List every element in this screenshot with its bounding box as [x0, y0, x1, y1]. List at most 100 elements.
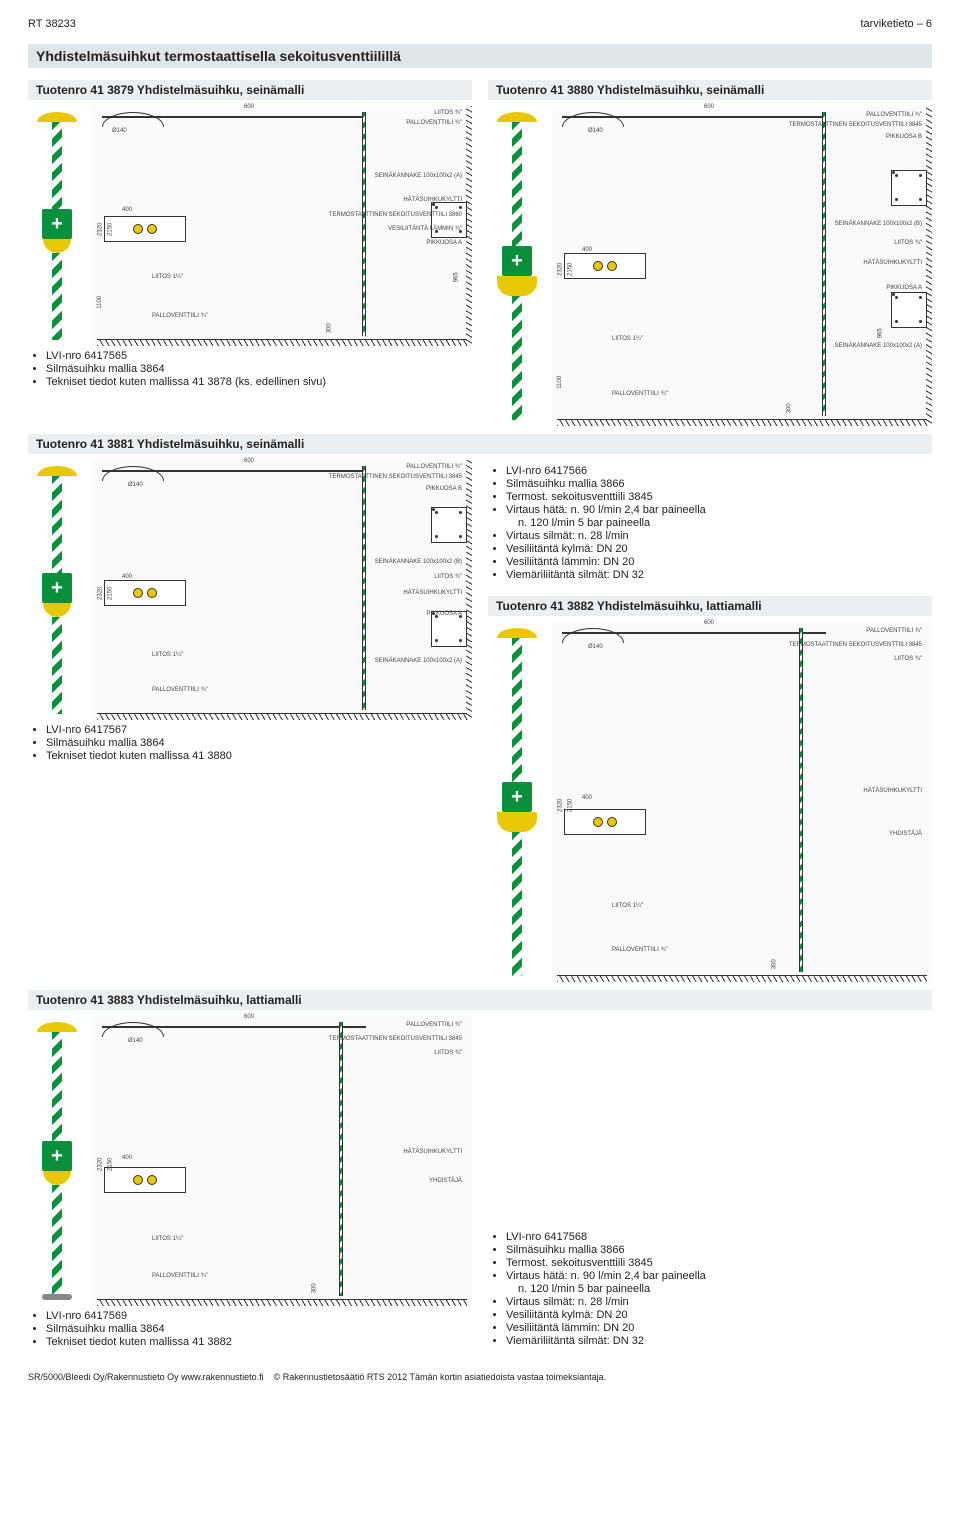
lbl-pallov-top: PALLOVENTTIILI ¾": [866, 112, 922, 119]
lbl-h4: 300: [312, 1284, 319, 1294]
figure-3883: 600 PALLOVENTTIILI ¾" TERMOSTAATTINEN SE…: [28, 1016, 472, 1306]
lbl-h5: 965: [878, 328, 885, 338]
list-item: LVI-nro 6417568: [506, 1231, 932, 1243]
list-item: LVI-nro 6417566: [506, 465, 932, 477]
list-item: Silmäsuihku mallia 3864: [46, 363, 472, 375]
lbl-topdim: 600: [704, 620, 714, 627]
list-item: Virtaus silmät: n. 28 l/min: [506, 530, 932, 542]
lbl-h3: 1100: [557, 376, 564, 389]
list-item: Virtaus hätä: n. 90 l/min 2,4 bar painee…: [506, 504, 932, 529]
schematic-3880: 600 PALLOVENTTIILI ¾" TERMOSTAATTINEN SE…: [552, 106, 932, 426]
col-3880: Tuotenro 41 3880 Yhdistelmäsuihku, seinä…: [488, 76, 932, 430]
shower-head-icon: [497, 628, 537, 638]
lbl-boxdim: 400: [582, 247, 592, 254]
pipe-icon: [512, 122, 522, 246]
lbl-liitos-mid: LIITOS 1¼": [152, 652, 183, 659]
lbl-dia: Ø140: [588, 128, 603, 135]
lbl-termo: TERMOSTAATTINEN SEKOITUSVENTTIILI 3845: [789, 122, 922, 129]
list-item: Termost. sekoitusventtiili 3845: [506, 491, 932, 503]
section-title: Yhdistelmäsuihkut termostaattisella seko…: [28, 44, 932, 68]
lbl-h1: 2320: [97, 223, 104, 236]
eyewash-icon: [43, 239, 71, 253]
lbl-pallov-top: PALLOVENTTIILI ¾": [866, 628, 922, 635]
lbl-yhdistaja: YHDISTÄJÄ: [429, 1178, 462, 1185]
lbl-h2: 2150: [567, 799, 574, 812]
lbl-hatas: HÄTÄSUIHKUKYLTTI: [863, 788, 922, 795]
lbl-pallov-bot: PALLOVENTTIILI ¾": [152, 313, 208, 320]
lbl-hatas: HÄTÄSUIHKUKYLTTI: [403, 590, 462, 597]
pipe-icon: [52, 122, 62, 209]
lbl-dia: Ø140: [588, 644, 603, 651]
lbl-h1: 2320: [557, 263, 564, 276]
lbl-liitos-mid: LIITOS 1¼": [612, 336, 643, 343]
col-3881: 600 PALLOVENTTIILI ¾" TERMOSTAATTINEN SE…: [28, 460, 472, 986]
pipe-icon: [512, 296, 522, 420]
top-bar: RT 38233 tarviketieto – 6: [28, 18, 932, 30]
lbl-h5: 965: [454, 272, 461, 282]
title-3881: Tuotenro 41 3881 Yhdistelmäsuihku, seinä…: [28, 434, 932, 454]
list-item: Tekniset tiedot kuten mallissa 41 3880: [46, 750, 472, 762]
list-item: n. 120 l/min 5 bar paineella: [518, 517, 932, 529]
lbl-dia: Ø140: [128, 1038, 143, 1045]
lbl-vesi: VESILIITÄNTÄ LÄMMIN ¾": [388, 226, 462, 233]
base-plate-icon: [42, 1294, 72, 1300]
photo-3881: [28, 460, 86, 720]
row-3879-3880: Tuotenro 41 3879 Yhdistelmäsuihku, seinä…: [28, 76, 932, 430]
list-item: Vesiliitäntä lämmin: DN 20: [506, 1322, 932, 1334]
lbl-yhdistaja: YHDISTÄJÄ: [889, 831, 922, 838]
eyewash-icon: [43, 603, 71, 617]
lbl-hatas: HÄTÄSUIHKUKYLTTI: [403, 197, 462, 204]
lbl-boxdim: 400: [122, 1155, 132, 1162]
lbl-boxdim: 400: [122, 207, 132, 214]
shower-head-icon: [37, 112, 77, 122]
bullets-3881: LVI-nro 6417567 Silmäsuihku mallia 3864 …: [28, 724, 472, 762]
safety-sign-icon: [502, 246, 532, 276]
pipe-icon: [52, 253, 62, 340]
list-item: n. 120 l/min 5 bar paineella: [518, 1283, 932, 1295]
pipe-icon: [52, 1185, 62, 1294]
lbl-pikkua: PIKKUOSA A: [426, 611, 462, 618]
bullets-3883: LVI-nro 6417569 Silmäsuihku mallia 3864 …: [28, 1310, 472, 1348]
lbl-h2: 2150: [107, 223, 114, 236]
lbl-h1: 2320: [557, 799, 564, 812]
eyewash-icon: [497, 812, 537, 832]
list-item: Virtaus hätä: n. 90 l/min 2,4 bar painee…: [506, 1270, 932, 1295]
safety-sign-icon: [502, 782, 532, 812]
list-item: Vesiliitäntä lämmin: DN 20: [506, 556, 932, 568]
title-3879: Tuotenro 41 3879 Yhdistelmäsuihku, seinä…: [28, 80, 472, 100]
list-item: Virtaus silmät: n. 28 l/min: [506, 1296, 932, 1308]
lbl-seinakan-a: SEINÄKANNAKE 100x100x2 (A): [835, 343, 922, 350]
shower-head-icon: [37, 1022, 77, 1032]
lbl-seinakan-a: SEINÄKANNAKE 100x100x2 (A): [375, 658, 462, 665]
list-item: Silmäsuihku mallia 3864: [46, 737, 472, 749]
lbl-termo: TERMOSTAATTINEN SEKOITUSVENTTIILI 3845: [329, 1036, 462, 1043]
lbl-h2: 2150: [107, 587, 114, 600]
photo-3880: [488, 106, 546, 426]
safety-sign-icon: [42, 209, 72, 239]
photo-3883: [28, 1016, 86, 1306]
list-item: LVI-nro 6417567: [46, 724, 472, 736]
title-3880: Tuotenro 41 3880 Yhdistelmäsuihku, seinä…: [488, 80, 932, 100]
lbl-liitos-top: LIITOS ¾": [434, 574, 462, 581]
lbl-seinakan-b: SEINÄKANNAKE 100x100x2 (B): [835, 221, 922, 228]
lbl-topdim: 600: [244, 1014, 254, 1021]
lbl-pallov-bot: PALLOVENTTIILI ¾": [612, 947, 668, 954]
pipe-icon: [52, 1032, 62, 1141]
lbl-h4: 300: [787, 404, 794, 414]
col-3880b-3882: LVI-nro 6417566 Silmäsuihku mallia 3866 …: [488, 460, 932, 986]
pipe-icon: [52, 617, 62, 714]
lbl-pallov-bot: PALLOVENTTIILI ¾": [612, 391, 668, 398]
lbl-pikkua: PIKKUOSA A: [426, 240, 462, 247]
footer-left: SR/5000/Bleedi Oy/Rakennustieto Oy www.r…: [28, 1372, 264, 1382]
col-3879: Tuotenro 41 3879 Yhdistelmäsuihku, seinä…: [28, 76, 472, 430]
eyewash-icon: [497, 276, 537, 296]
footer-right: © Rakennustietosäätiö RTS 2012 Tämän kor…: [274, 1372, 606, 1382]
footer: SR/5000/Bleedi Oy/Rakennustieto Oy www.r…: [0, 1366, 960, 1392]
row-3881-3882: 600 PALLOVENTTIILI ¾" TERMOSTAATTINEN SE…: [28, 460, 932, 986]
schematic-3881: 600 PALLOVENTTIILI ¾" TERMOSTAATTINEN SE…: [92, 460, 472, 720]
bullets-3882: LVI-nro 6417568 Silmäsuihku mallia 3866 …: [488, 1230, 932, 1348]
lbl-h3: 1100: [97, 296, 104, 309]
doc-code: RT 38233: [28, 18, 76, 30]
lbl-seinakan-b: SEINÄKANNAKE 100x100x2 (B): [375, 559, 462, 566]
col-3882-bullets: LVI-nro 6417568 Silmäsuihku mallia 3866 …: [488, 1016, 932, 1358]
